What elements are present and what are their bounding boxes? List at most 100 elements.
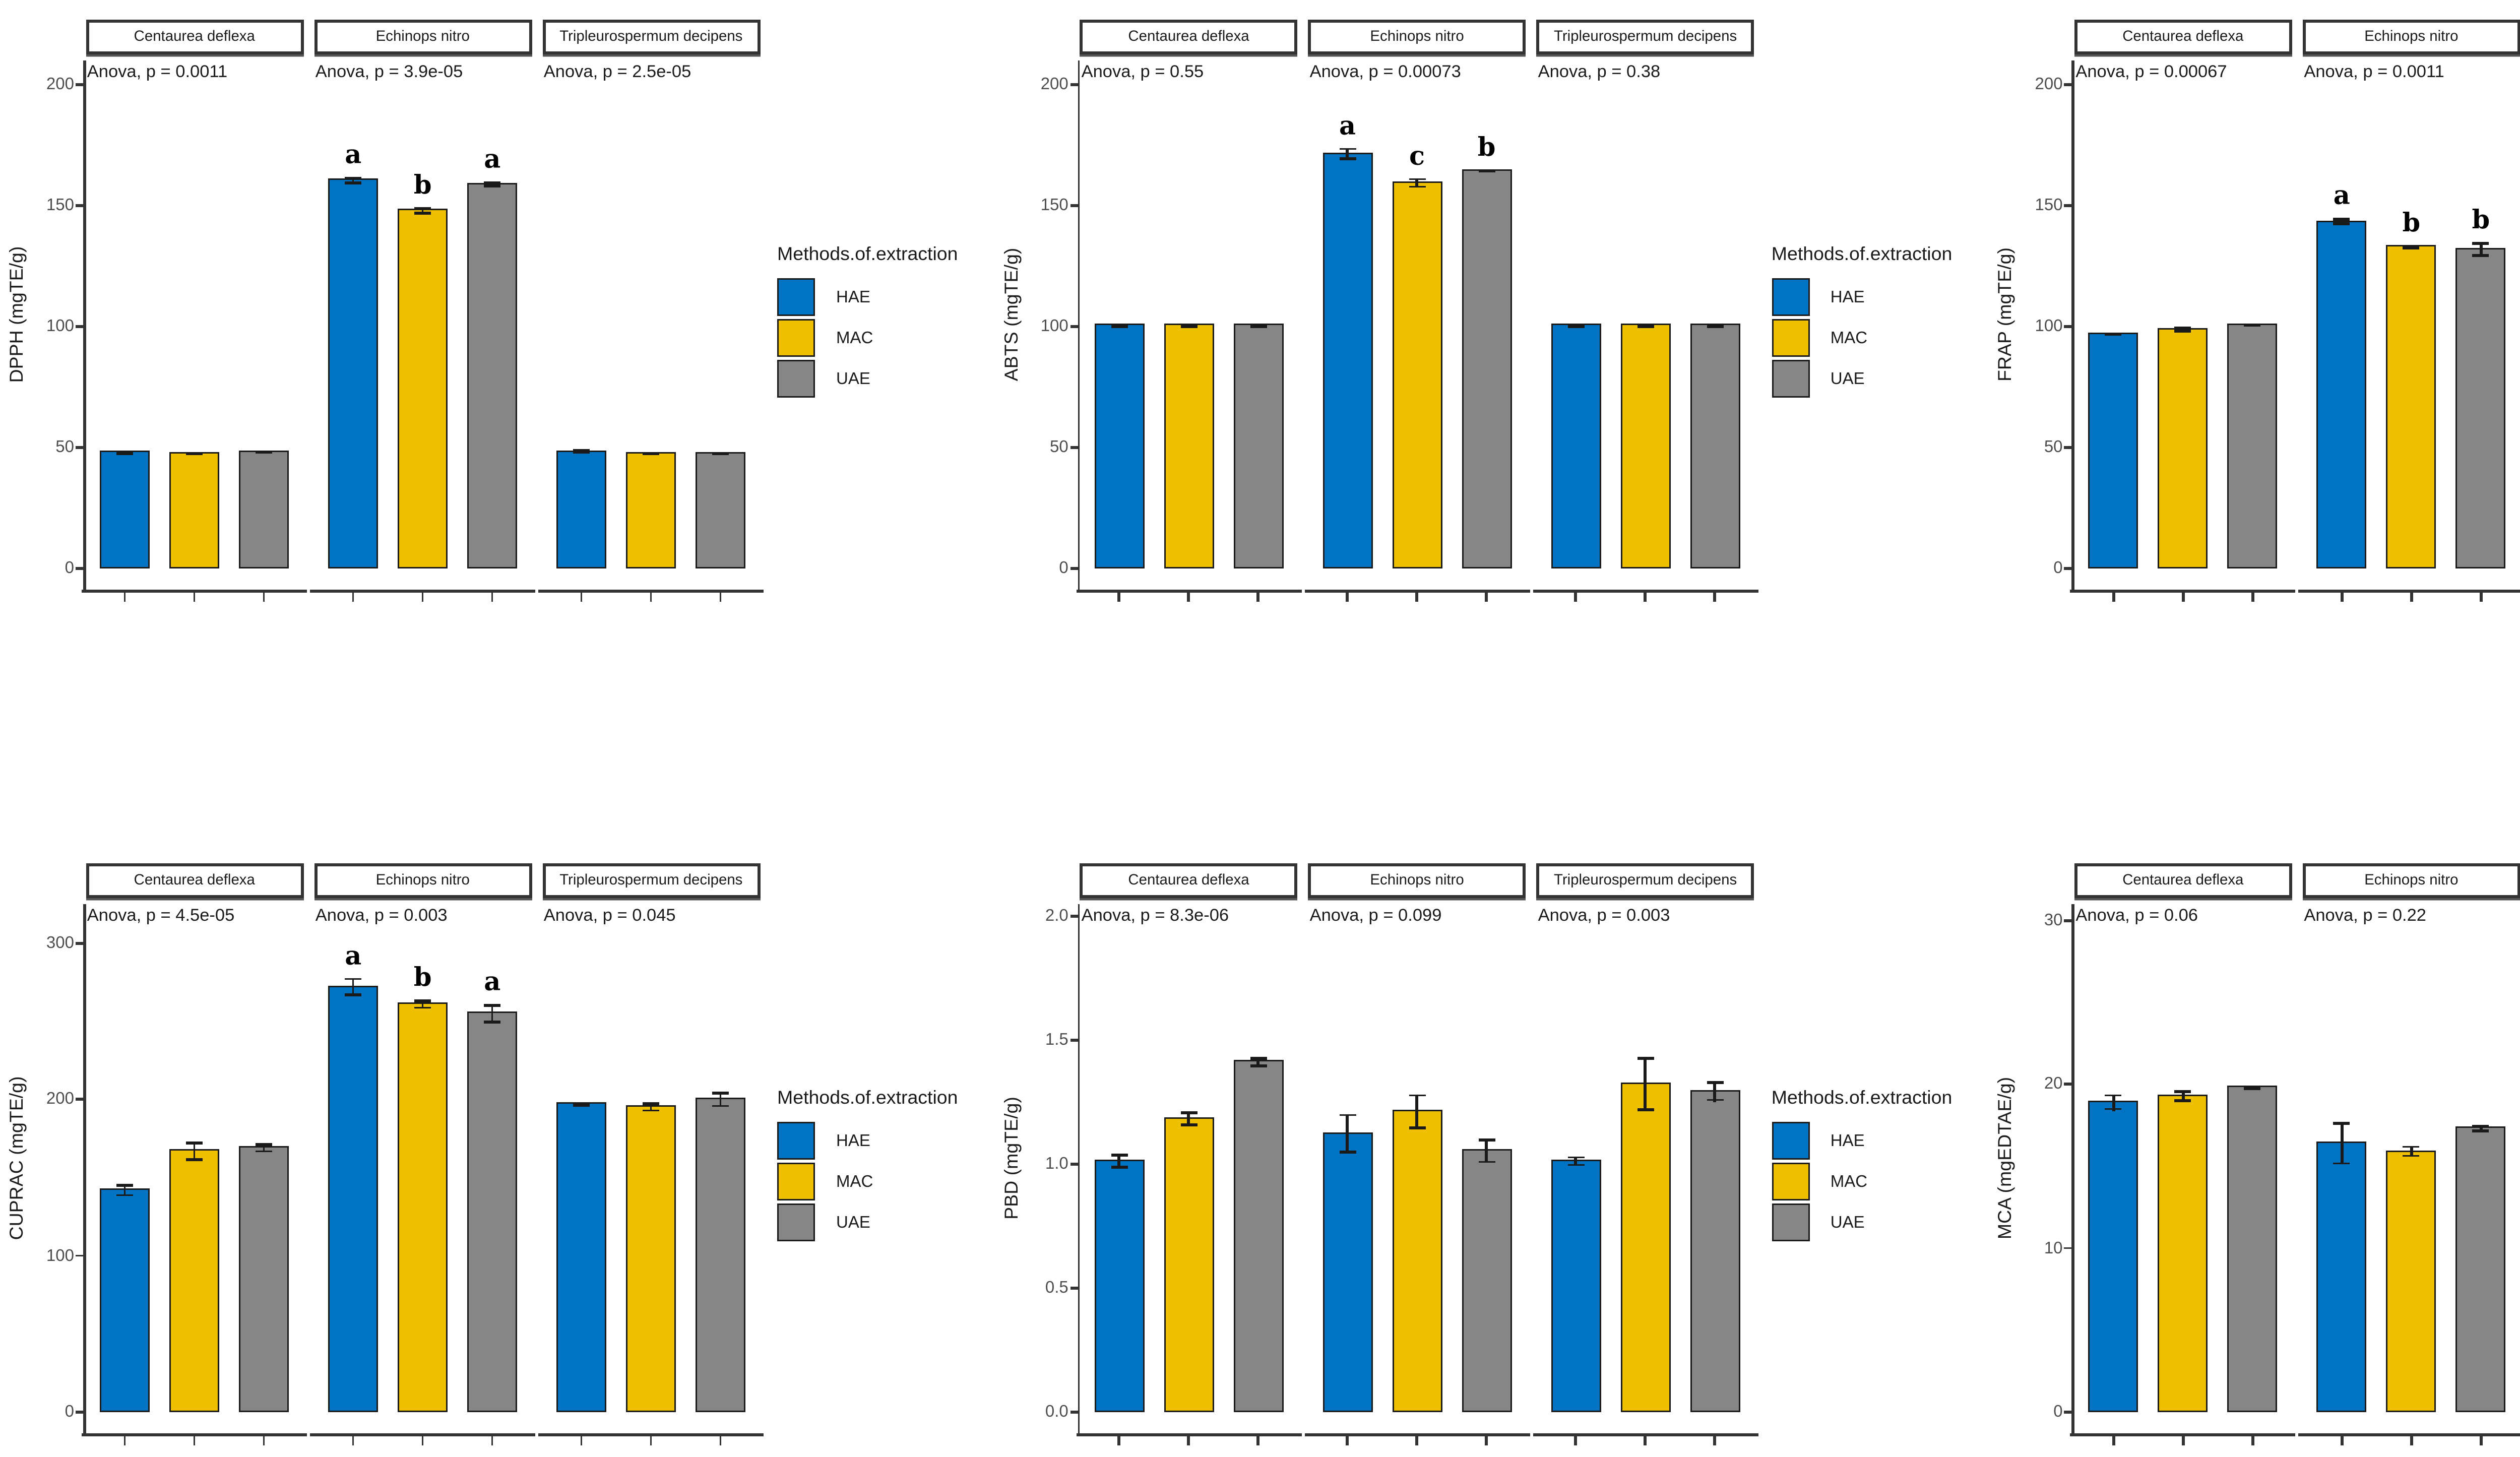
error-bar-cap-bottom (116, 1194, 134, 1196)
facet-strip: Centaurea deflexa (2074, 20, 2292, 54)
error-bar-cap-bottom (1707, 1099, 1724, 1102)
x-tick-mark (491, 1435, 494, 1445)
bar-hae (1551, 324, 1601, 568)
facet-strip: Echinops nitro (1308, 20, 1526, 54)
error-bar (352, 177, 355, 184)
facet-strip-label: Centaurea deflexa (1128, 29, 1249, 45)
legend-swatch-uae (1771, 360, 1809, 398)
facet-strip: Centaurea deflexa (1080, 20, 1298, 54)
y-tick-mark (76, 567, 83, 570)
bar-mac (1620, 1057, 1671, 1412)
significance-letter: a (345, 941, 362, 972)
y-tick-mark (76, 1098, 83, 1101)
x-tick-mark (1257, 1435, 1259, 1445)
error-bar-cap-top (2244, 1085, 2261, 1088)
error-bar (491, 181, 494, 187)
bar-group (2074, 60, 2292, 568)
y-tick-label: 0 (2053, 1403, 2063, 1421)
legend-entry-hae: HAE (777, 277, 993, 318)
y-tick-label: 0.5 (1045, 1279, 1068, 1298)
facet-strip-label: Centaurea deflexa (134, 29, 255, 45)
x-tick-mark (1644, 592, 1647, 601)
anova-p-value: Anova, p = 0.00067 (2075, 64, 2227, 82)
bar-hae: a (328, 141, 379, 568)
y-tick-label: 1.5 (1045, 1031, 1068, 1050)
bar-mac (2158, 326, 2208, 568)
chart-panel-frap: FRAP (mgTE/g) 0 50 100 150 200 Centaurea defle… (1989, 20, 2520, 612)
legend-swatch-uae (777, 360, 815, 398)
significance-letter: b (413, 171, 432, 202)
bar-uae: a (467, 145, 518, 568)
legend-title: Methods.of.extraction (777, 1087, 958, 1108)
facet-strip-label: Centaurea deflexa (2122, 29, 2244, 45)
bar-uae: b (2455, 206, 2506, 568)
bar-hae: a (2316, 182, 2367, 568)
error-bar-cap-bottom (2174, 330, 2191, 333)
legend-title: Methods.of.extraction (1771, 1087, 1952, 1108)
x-tick-mark (1187, 1435, 1190, 1445)
bar-group (86, 60, 303, 568)
error-bar-cap-top (2472, 1125, 2489, 1128)
error-bar-cap-bottom (1567, 1163, 1585, 1166)
anova-p-value: Anova, p = 0.06 (2075, 907, 2198, 925)
error-bar-cap-bottom (2174, 1099, 2191, 1102)
y-tick-label: 200 (46, 1090, 74, 1109)
x-tick-mark (719, 1435, 722, 1445)
facet-area: Centaurea deflexa Anova, p = 8.3e-06 Echin… (1076, 863, 1758, 1456)
x-axis-line (310, 1433, 536, 1436)
x-axis-line (1304, 1433, 1530, 1436)
error-bar-cap-bottom (643, 1109, 660, 1112)
bar-uae (2227, 1085, 2278, 1412)
y-tick-label: 200 (1040, 76, 1068, 94)
x-tick-mark (1416, 1435, 1418, 1445)
chart-panel-dpph: DPPH (mgTE/g) 0 50 100 150 200 Centaurea defle… (0, 20, 994, 612)
x-tick-mark (2479, 1435, 2482, 1445)
error-bar-cap-bottom (573, 1104, 590, 1107)
x-tick-mark (2410, 592, 2413, 601)
facet-2: Echinops nitro Anova, p = 0.003 a b a (310, 863, 536, 1456)
legend-entry-uae: UAE (777, 358, 993, 399)
legend-swatch-uae (1771, 1203, 1809, 1241)
legend-swatch-mac (1771, 319, 1809, 357)
x-tick-mark (1416, 592, 1418, 601)
x-axis-line (82, 1433, 307, 1436)
bar-hae (1322, 1114, 1373, 1412)
error-bar-cap-bottom (1707, 324, 1724, 327)
y-tick-label: 10 (2044, 1239, 2063, 1257)
x-axis-line (2298, 1433, 2520, 1436)
error-bar-cap-top (1409, 1094, 1426, 1097)
anova-p-value: Anova, p = 2.5e-05 (543, 64, 691, 82)
legend-entry-label: UAE (836, 369, 870, 388)
error-bar-cap-bottom (1478, 1161, 1495, 1164)
facet-area: Centaurea deflexa Anova, p = 0.55 Echinops… (1076, 20, 1758, 612)
x-tick-mark (193, 592, 196, 601)
bar-mac (1164, 324, 1214, 568)
legend: Methods.of.extraction HAE MAC UAE (1771, 1087, 1988, 1243)
bar-hae (2316, 1122, 2367, 1412)
error-bar (1346, 1114, 1349, 1154)
y-tick-label: 150 (1040, 197, 1068, 215)
facet-strip: Tripleurospermum decipens (1536, 20, 1754, 54)
chart-panel-pbd: PBD (mgTE/g) 0.0 0.5 1.0 1.5 2.0 Centaurea def… (994, 863, 1989, 1456)
y-tick-mark (2064, 919, 2072, 922)
bar-hae (2088, 332, 2138, 568)
error-bar (421, 999, 424, 1009)
facet-strip: Echinops nitro (2302, 20, 2520, 54)
x-tick-mark (491, 592, 494, 601)
legend-entry-label: MAC (1830, 1172, 1868, 1191)
x-tick-mark (1714, 592, 1716, 601)
error-bar (2181, 326, 2184, 333)
x-tick-mark (2112, 1435, 2115, 1445)
facet-2: Echinops nitro Anova, p = 3.9e-05 a b a (310, 20, 536, 612)
error-bar (2479, 242, 2482, 257)
error-bar-cap-bottom (345, 994, 362, 996)
x-tick-mark (123, 1435, 127, 1445)
x-tick-mark (650, 1435, 653, 1445)
x-tick-mark (719, 592, 722, 601)
error-bar-cap-bottom (1637, 324, 1654, 327)
significance-letter: c (1409, 142, 1425, 172)
error-bar-cap-bottom (1409, 1126, 1426, 1129)
bar-group (1080, 60, 1298, 568)
y-tick-mark (2064, 1411, 2072, 1414)
bar-uae (696, 452, 746, 568)
